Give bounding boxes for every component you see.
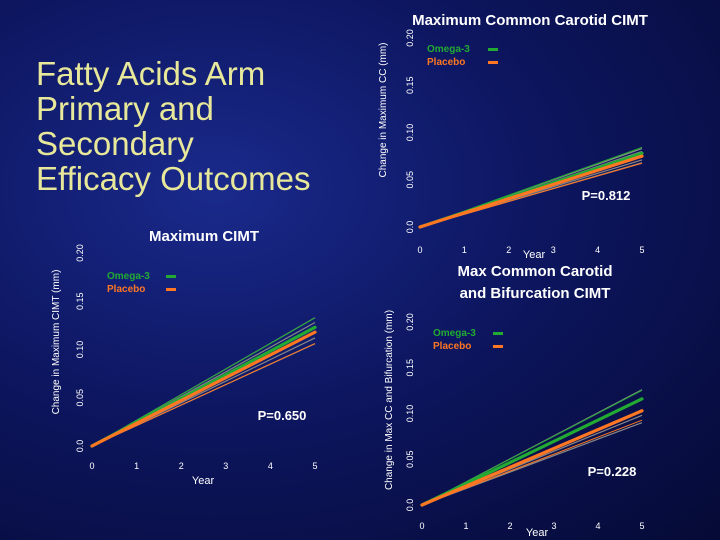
x-tick-label: 0 [419,521,424,531]
y-tick-label: 0.0 [405,499,415,512]
y-tick-label: 0.05 [405,450,415,468]
legend-label-placebo: Placebo [427,57,465,68]
x-tick-label: 1 [134,461,139,471]
y-tick-label: 0.0 [75,440,85,453]
x-tick-label: 5 [639,521,644,531]
legend-swatch-placebo [488,61,498,64]
p-value-label: P=0.812 [582,188,631,203]
chart-title: Maximum CIMT [149,228,259,245]
y-axis-label: Change in Maximum CIMT (mm) [51,270,62,415]
y-tick-label: 0.10 [75,341,85,359]
series-line-placebo [418,154,644,229]
x-tick-label: 4 [595,521,600,531]
x-tick-label: 1 [462,245,467,255]
y-tick-label: 0.10 [405,405,415,423]
x-tick-label: 2 [507,521,512,531]
ci-band-edge [91,343,316,447]
legend-label-omega3: Omega-3 [427,44,470,55]
y-tick-label: 0.20 [405,29,415,47]
x-tick-label: 2 [179,461,184,471]
x-tick-label: 3 [223,461,228,471]
y-axis-label: Change in Max CC and Bifurcation (mm) [384,310,395,490]
chart-title: and Bifurcation CIMT [460,285,611,302]
x-tick-label: 0 [89,461,94,471]
slide-title-line: Fatty Acids Arm [36,55,266,92]
x-tick-label: 5 [639,245,644,255]
y-tick-label: 0.0 [405,221,415,234]
slide-title-line: Efficacy Outcomes [36,160,311,197]
p-value-label: P=0.650 [258,408,307,423]
x-tick-label: 5 [312,461,317,471]
x-tick-label: 0 [417,245,422,255]
x-tick-label: 4 [268,461,273,471]
series-line-omega3 [420,397,644,507]
x-axis-label: Year [523,249,546,261]
chart-title: Max Common Carotid [457,263,612,280]
y-tick-label: 0.10 [405,124,415,142]
legend-swatch-omega3 [166,275,176,278]
chart-title: Maximum Common Carotid CIMT [412,12,648,29]
slide-title-line: Primary and [36,90,214,127]
x-tick-label: 3 [551,521,556,531]
series-line-placebo [90,330,317,448]
y-axis-label: Change in Maximum CC (mm) [378,42,389,177]
x-axis-label: Year [526,527,549,539]
x-tick-label: 1 [463,521,468,531]
legend-label-omega3: Omega-3 [433,328,476,339]
slide-title: Fatty Acids Arm Primary and Secondary Ef… [36,56,356,196]
y-tick-label: 0.20 [405,313,415,331]
p-value-label: P=0.228 [588,464,637,479]
legend-swatch-omega3 [493,332,503,335]
x-tick-label: 4 [595,245,600,255]
slide-title-line: Secondary [36,125,194,162]
legend-swatch-placebo [493,345,503,348]
x-tick-label: 3 [551,245,556,255]
series-line-placebo [420,409,644,507]
y-tick-label: 0.15 [405,359,415,377]
y-tick-label: 0.20 [75,244,85,262]
y-tick-label: 0.15 [75,292,85,310]
legend-label-placebo: Placebo [107,284,145,295]
legend-swatch-omega3 [488,48,498,51]
x-tick-label: 2 [506,245,511,255]
x-axis-label: Year [192,475,215,487]
y-tick-label: 0.05 [75,389,85,407]
y-tick-label: 0.05 [405,171,415,189]
legend-label-placebo: Placebo [433,341,471,352]
legend-swatch-placebo [166,288,176,291]
y-tick-label: 0.15 [405,76,415,94]
legend-label-omega3: Omega-3 [107,271,150,282]
